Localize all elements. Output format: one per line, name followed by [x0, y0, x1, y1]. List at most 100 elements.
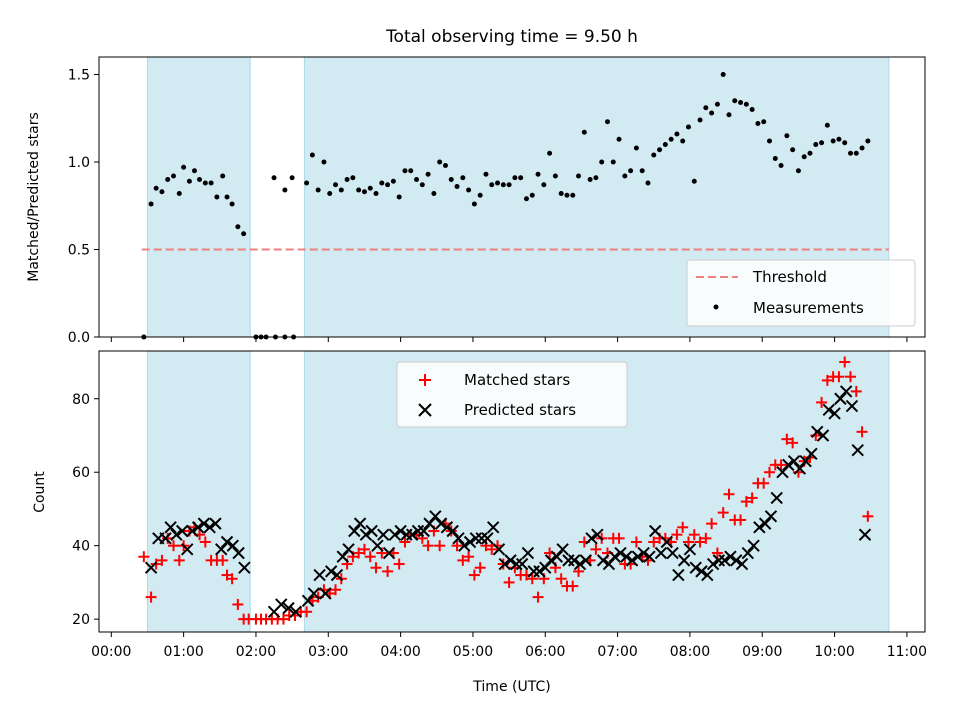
measurement-point [214, 194, 220, 200]
matched-star-point [694, 536, 706, 548]
measurement-point [622, 173, 628, 179]
measurement-point [830, 138, 836, 144]
measurement-point [645, 180, 651, 186]
predicted-star-points [144, 385, 872, 619]
matched-star-point [451, 540, 463, 552]
measurement-point [842, 140, 848, 146]
measurement-point [639, 168, 645, 174]
matched-star-point [787, 437, 799, 449]
measurement-point [202, 180, 208, 186]
top-y-ticks: 0.0 0.5 1.0 1.5 [68, 68, 99, 346]
predicted-star-point [170, 528, 183, 541]
top-y-tick-label: 0.0 [68, 330, 90, 346]
predicted-star-point [677, 554, 691, 567]
top-panel: 0.0 0.5 1.0 1.5 Matched/Predicted stars Thr… [26, 56, 926, 346]
measurement-point [709, 110, 715, 116]
measurement-point [460, 175, 466, 181]
predicted-star-point [365, 524, 378, 538]
predicted-star-point [220, 535, 234, 549]
predicted-star-point [452, 532, 465, 545]
matched-star-point [821, 374, 833, 386]
measurement-point [367, 185, 373, 191]
x-tick-label: 04:00 [380, 644, 420, 660]
measurement-point [749, 107, 755, 112]
measurement-point [535, 171, 541, 177]
predicted-star-point [793, 462, 807, 475]
measurement-point [720, 72, 726, 77]
predicted-star-point [625, 554, 639, 567]
matched-star-point [746, 492, 758, 504]
bottom-y-tick-label: 20 [72, 612, 90, 628]
measurement-point [512, 175, 518, 181]
measurement-point [523, 196, 529, 202]
predicted-star-point [730, 554, 743, 567]
top-y-tick-label: 1.5 [68, 68, 90, 84]
measurement-point [408, 168, 414, 174]
legend-measurements-swatch [713, 304, 719, 310]
predicted-star-point [643, 550, 656, 563]
predicted-star-point [637, 546, 650, 560]
matched-star-point [856, 426, 868, 438]
matched-star-point [555, 573, 567, 585]
predicted-star-point [822, 403, 836, 416]
measurement-point [208, 180, 214, 186]
measurement-point [743, 101, 749, 107]
measurement-point [442, 163, 448, 168]
measurement-point [865, 138, 871, 144]
predicted-star-point [209, 517, 222, 530]
measurement-point [674, 131, 680, 137]
matched-star-point [474, 562, 486, 574]
predicted-star-point [608, 550, 621, 563]
predicted-star-point [753, 521, 766, 534]
matched-star-point [330, 584, 342, 596]
predicted-star-point [307, 587, 321, 600]
predicted-star-point [191, 521, 205, 534]
measurement-point [186, 178, 192, 184]
predicted-star-point [164, 521, 177, 534]
measurement-point [610, 159, 616, 165]
measurement-point [714, 101, 720, 107]
measurement-point [558, 191, 564, 196]
measurement-point [859, 145, 865, 151]
legend-measurements-label: Measurements [753, 299, 864, 317]
measurement-point [471, 201, 477, 207]
x-tick-label: 02:00 [236, 644, 276, 660]
top-shaded-interval [146, 56, 251, 338]
predicted-star-point [573, 557, 587, 571]
predicted-star-point [186, 524, 199, 538]
predicted-star-point [144, 561, 158, 574]
bottom-legend-box [396, 361, 628, 428]
predicted-star-point [672, 568, 685, 582]
x-tick-label: 07:00 [597, 644, 637, 660]
matched-star-point [613, 532, 625, 544]
measurement-point [784, 133, 790, 139]
measurement-point [466, 187, 472, 193]
measurement-point [176, 191, 182, 196]
predicted-star-point [521, 546, 535, 560]
measurement-point [848, 150, 854, 156]
predicted-star-point [486, 521, 500, 534]
x-tick-label: 09:00 [742, 644, 782, 660]
predicted-star-point [614, 546, 627, 560]
matched-star-point [364, 551, 376, 563]
matched-star-point [763, 466, 775, 478]
matched-star-point [492, 540, 504, 552]
measurement-point [396, 194, 402, 200]
predicted-star-point [203, 521, 216, 534]
measurement-point [819, 140, 825, 146]
predicted-star-point [591, 528, 604, 541]
legend-matched-swatch [419, 374, 431, 386]
predicted-star-point [834, 392, 847, 405]
predicted-star-point [666, 546, 679, 560]
matched-star-point [526, 573, 538, 585]
predicted-star-point [562, 554, 575, 567]
predicted-star-point [348, 524, 361, 538]
legend-matched-label: Matched stars [464, 371, 570, 389]
measurement-point [500, 182, 506, 188]
measurement-point [414, 177, 420, 182]
predicted-star-point [429, 510, 442, 523]
predicted-star-point [701, 568, 714, 582]
matched-star-point [677, 521, 689, 533]
predicted-star-point [342, 543, 355, 556]
predicted-star-point [301, 594, 315, 607]
